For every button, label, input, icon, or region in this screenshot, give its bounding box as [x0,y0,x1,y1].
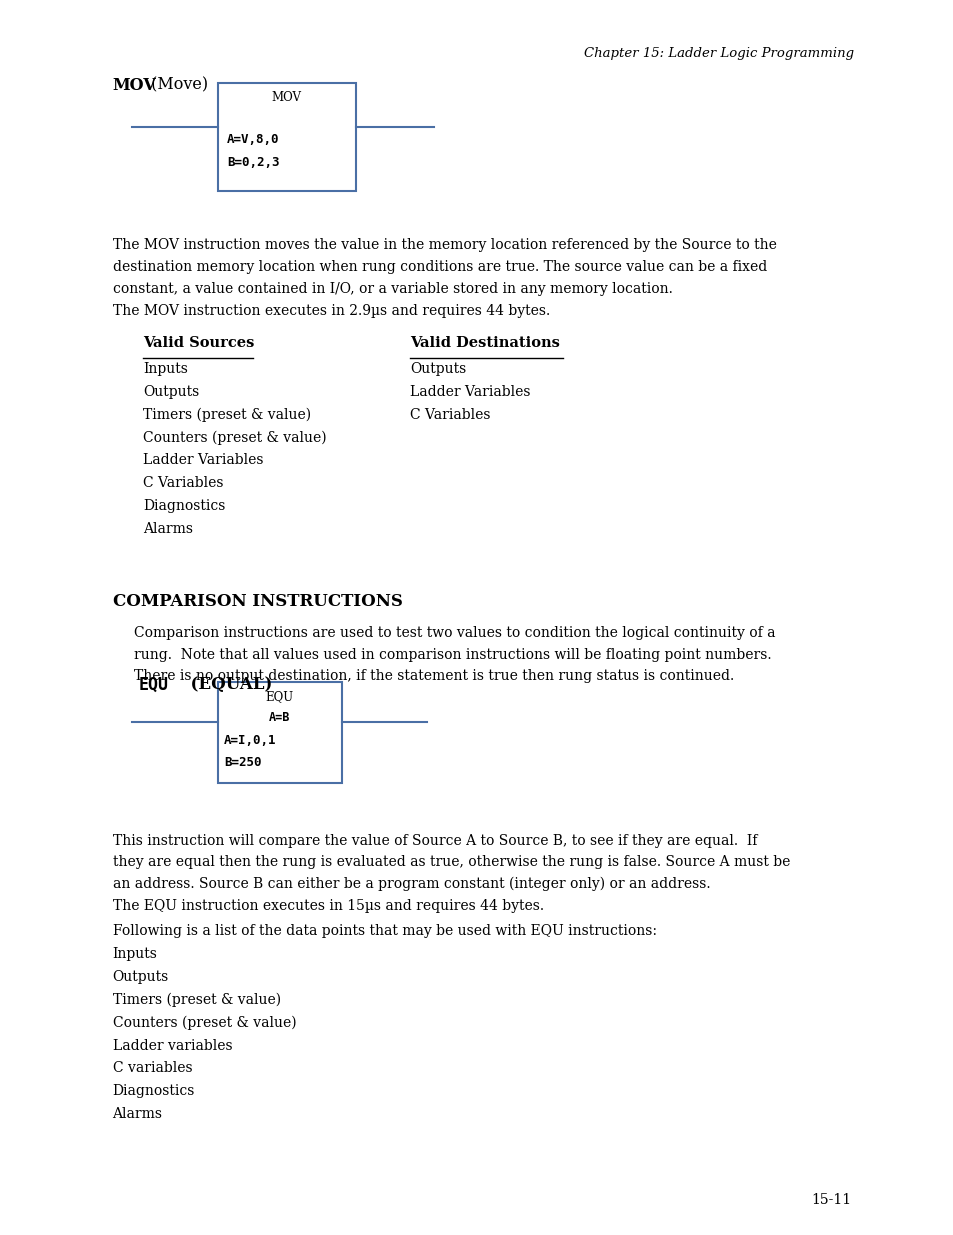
Text: The MOV instruction executes in 2.9µs and requires 44 bytes.: The MOV instruction executes in 2.9µs an… [112,304,549,317]
Text: Valid Sources: Valid Sources [143,336,254,350]
Text: Ladder Variables: Ladder Variables [410,385,530,399]
Text: B=0,2,3: B=0,2,3 [227,156,279,169]
Text: Outputs: Outputs [112,971,169,984]
Text: Inputs: Inputs [143,362,188,375]
Text: B=250: B=250 [224,756,261,769]
Text: Outputs: Outputs [410,362,466,375]
Text: Chapter 15: Ladder Logic Programming: Chapter 15: Ladder Logic Programming [583,47,853,61]
Text: There is no output destination, if the statement is true then rung status is con: There is no output destination, if the s… [133,669,733,683]
Text: (Move): (Move) [146,77,208,94]
Text: MOV: MOV [271,91,301,105]
Text: Comparison instructions are used to test two values to condition the logical con: Comparison instructions are used to test… [133,626,774,640]
Text: EQU: EQU [138,676,168,694]
Text: Valid Destinations: Valid Destinations [410,336,559,350]
Text: an address. Source B can either be a program constant (integer only) or an addre: an address. Source B can either be a pro… [112,877,709,892]
Text: C variables: C variables [112,1061,192,1076]
Text: Ladder variables: Ladder variables [112,1039,232,1052]
Text: (EQUAL): (EQUAL) [179,676,273,693]
Text: Diagnostics: Diagnostics [143,499,225,513]
Text: A=I,0,1: A=I,0,1 [224,734,276,747]
Text: constant, a value contained in I/O, or a variable stored in any memory location.: constant, a value contained in I/O, or a… [112,282,672,295]
Bar [217,682,341,783]
Text: EQU: EQU [265,690,294,704]
Text: Following is a list of the data points that may be used with EQU instructions:: Following is a list of the data points t… [112,924,656,937]
Text: rung.  Note that all values used in comparison instructions will be floating poi: rung. Note that all values used in compa… [133,648,770,662]
Text: Alarms: Alarms [112,1107,162,1121]
Text: Counters (preset & value): Counters (preset & value) [112,1015,295,1030]
Text: C Variables: C Variables [143,477,223,490]
Text: The EQU instruction executes in 15µs and requires 44 bytes.: The EQU instruction executes in 15µs and… [112,899,543,913]
Text: Counters (preset & value): Counters (preset & value) [143,431,326,445]
Text: A=B: A=B [269,711,290,725]
Text: COMPARISON INSTRUCTIONS: COMPARISON INSTRUCTIONS [112,593,402,610]
Text: Inputs: Inputs [112,947,157,961]
Text: This instruction will compare the value of Source A to Source B, to see if they : This instruction will compare the value … [112,834,756,847]
Text: Ladder Variables: Ladder Variables [143,453,263,467]
Text: C Variables: C Variables [410,408,490,421]
Text: Diagnostics: Diagnostics [112,1084,194,1098]
Text: they are equal then the rung is evaluated as true, otherwise the rung is false. : they are equal then the rung is evaluate… [112,855,789,869]
Text: Timers (preset & value): Timers (preset & value) [112,993,280,1008]
Text: Alarms: Alarms [143,522,193,536]
Text: Outputs: Outputs [143,385,199,399]
Text: destination memory location when rung conditions are true. The source value can : destination memory location when rung co… [112,259,766,274]
Bar [217,83,355,191]
Text: 15-11: 15-11 [811,1193,851,1207]
Text: Timers (preset & value): Timers (preset & value) [143,408,311,422]
Text: MOV: MOV [112,77,156,94]
Text: A=V,8,0: A=V,8,0 [227,133,279,147]
Text: The MOV instruction moves the value in the memory location referenced by the Sou: The MOV instruction moves the value in t… [112,238,776,252]
